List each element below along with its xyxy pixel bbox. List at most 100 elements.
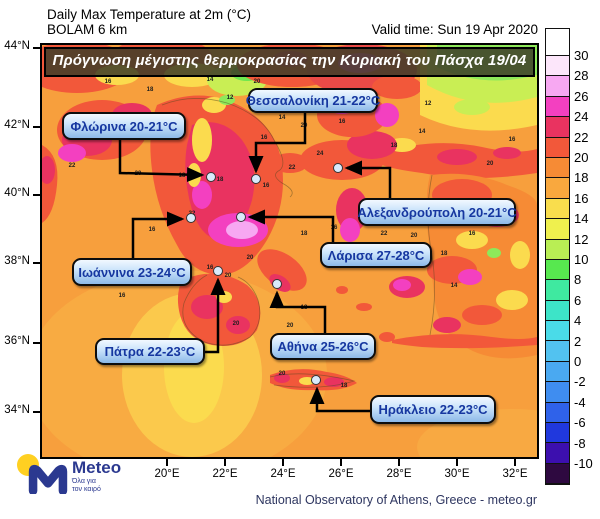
callout-athina: Αθήνα 25-26°C xyxy=(270,333,376,360)
lon-tick-label: 26°E xyxy=(328,468,354,480)
meteo-tagline: Όλα για τον καιρό xyxy=(72,478,101,494)
city-marker-ioannina xyxy=(186,213,196,223)
city-marker-alexandroupoli xyxy=(333,163,343,173)
temperature-colorbar: 30 28 26 24 22 20 18 16 14 12 10 8 6 4 2 0 -2 -4 -6 -8 -10 xyxy=(545,28,593,486)
colorbar-label: -8 xyxy=(574,435,586,451)
contour-label: 20 xyxy=(247,255,254,261)
city-marker-herakleio xyxy=(311,375,321,385)
colorbar-swatch xyxy=(546,423,569,444)
lon-tick xyxy=(456,458,458,466)
callout-alexandroupoli: Αλεξανδρούπολη 20-21°C xyxy=(357,198,517,226)
colorbar-swatch xyxy=(546,402,569,424)
map-area: 16 14 20 18 12 14 12 16 20 16 20 22 20 18 18 16 22 24 22 16… xyxy=(42,45,537,457)
colorbar-label: -6 xyxy=(574,415,586,431)
colorbar-label: 4 xyxy=(574,313,582,329)
contour-label: 18 xyxy=(179,173,186,179)
colorbar-label: 20 xyxy=(574,150,589,165)
meteo-logo: Meteo Όλα για τον καιρό xyxy=(14,450,144,505)
contour-label: 18 xyxy=(147,87,154,93)
arrow-florina xyxy=(118,140,205,183)
colorbar-label: 30 xyxy=(574,48,589,63)
contour-label: 20 xyxy=(279,371,286,377)
lat-tick-label: 38°N xyxy=(4,255,30,267)
valid-time: Valid time: Sun 19 Apr 2020 xyxy=(371,22,538,37)
lat-tick-label: 36°N xyxy=(4,335,30,347)
arrow-alexandroupoli xyxy=(344,160,392,198)
colorbar-label: 6 xyxy=(574,292,582,308)
arrow-thessaloniki xyxy=(248,113,307,174)
contour-label: 20 xyxy=(233,321,240,327)
contour-label: 22 xyxy=(69,163,76,169)
city-marker-larisa xyxy=(236,212,246,222)
colorbar-swatch xyxy=(546,463,569,485)
arrow-patra xyxy=(205,277,226,354)
contour-label: 18 xyxy=(441,251,448,257)
lon-tick-label: 20°E xyxy=(154,468,180,480)
colorbar-label: 0 xyxy=(574,354,582,369)
colorbar-swatch xyxy=(546,137,569,158)
contour-label: 16 xyxy=(469,231,476,237)
city-marker-thessaloniki xyxy=(251,174,261,184)
colorbar-label: 14 xyxy=(574,211,589,227)
lat-tick-label: 42°N xyxy=(4,119,30,131)
contour-label: 20 xyxy=(254,79,261,85)
map-title-banner: Πρόγνωση μέγιστης θερμοκρασίας την Κυρια… xyxy=(44,47,535,77)
colorbar-swatch xyxy=(546,259,569,281)
colorbar-swatch xyxy=(546,280,569,301)
colorbar-swatch xyxy=(546,361,569,383)
colorbar-swatch xyxy=(546,178,569,199)
colorbar-label: 26 xyxy=(574,88,589,104)
lon-tick-label: 24°E xyxy=(270,468,296,480)
callout-herakleio: Ηράκλειο 22-23°C xyxy=(370,395,496,424)
contour-label: 20 xyxy=(411,233,418,239)
credit-text: National Observatory of Athens, Greece -… xyxy=(255,493,537,507)
contour-label: 16 xyxy=(105,79,112,85)
contour-label: 24 xyxy=(317,151,324,157)
colorbar-swatch xyxy=(546,341,569,362)
contour-label: 16 xyxy=(119,293,126,299)
lon-tick xyxy=(282,458,284,466)
lat-tick-label: 34°N xyxy=(4,404,30,416)
colorbar-label: -2 xyxy=(574,374,586,390)
contour-label: 14 xyxy=(279,115,286,121)
contour-label: 20 xyxy=(287,323,294,329)
contour-label: 22 xyxy=(289,165,296,171)
meteo-brand-text: Meteo xyxy=(72,458,122,477)
callout-thessaloniki: Θεσσαλονίκη 21-22°C xyxy=(246,88,380,113)
contour-label: 12 xyxy=(227,95,234,101)
colorbar-label: 10 xyxy=(574,252,589,267)
lat-tick-label: 40°N xyxy=(4,187,30,199)
colorbar-swatch xyxy=(546,443,569,464)
contour-label: 16 xyxy=(339,119,346,125)
colorbar-label: -4 xyxy=(574,394,586,410)
callout-larisa: Λάρισα 27-28°C xyxy=(320,242,432,268)
lon-tick xyxy=(166,458,168,466)
colorbar-swatch xyxy=(546,198,569,220)
lon-tick-label: 22°E xyxy=(212,468,238,480)
colorbar-label: 28 xyxy=(574,68,589,84)
colorbar-swatch xyxy=(546,321,569,342)
contour-label: 18 xyxy=(301,231,308,237)
lon-tick-label: 28°E xyxy=(386,468,412,480)
colorbar-label: 8 xyxy=(574,272,582,288)
contour-label: 18 xyxy=(217,177,224,183)
colorbar-label: 22 xyxy=(574,129,589,145)
colorbar-label: 24 xyxy=(574,109,589,125)
colorbar-label: 2 xyxy=(574,333,582,349)
meteo-m-icon xyxy=(28,464,68,494)
colorbar-swatch xyxy=(546,117,569,138)
callout-patra: Πάτρα 22-23°C xyxy=(95,338,205,365)
callout-ioannina: Ιωάννινα 23-24°C xyxy=(72,258,192,286)
contour-value-labels: 16 14 20 18 12 14 12 16 20 16 20 22 20 18 18 16 22 24 22 16… xyxy=(69,77,516,389)
contour-label: 16 xyxy=(149,227,156,233)
contour-label: 16 xyxy=(331,225,338,231)
contour-label: 14 xyxy=(207,77,214,83)
colorbar-swatch xyxy=(546,239,569,260)
lon-tick xyxy=(340,458,342,466)
lon-tick-label: 30°E xyxy=(444,468,470,480)
arrow-herakleio xyxy=(309,386,370,413)
lon-tick xyxy=(514,458,516,466)
lat-tick xyxy=(33,126,41,128)
contour-label: 14 xyxy=(451,283,458,289)
